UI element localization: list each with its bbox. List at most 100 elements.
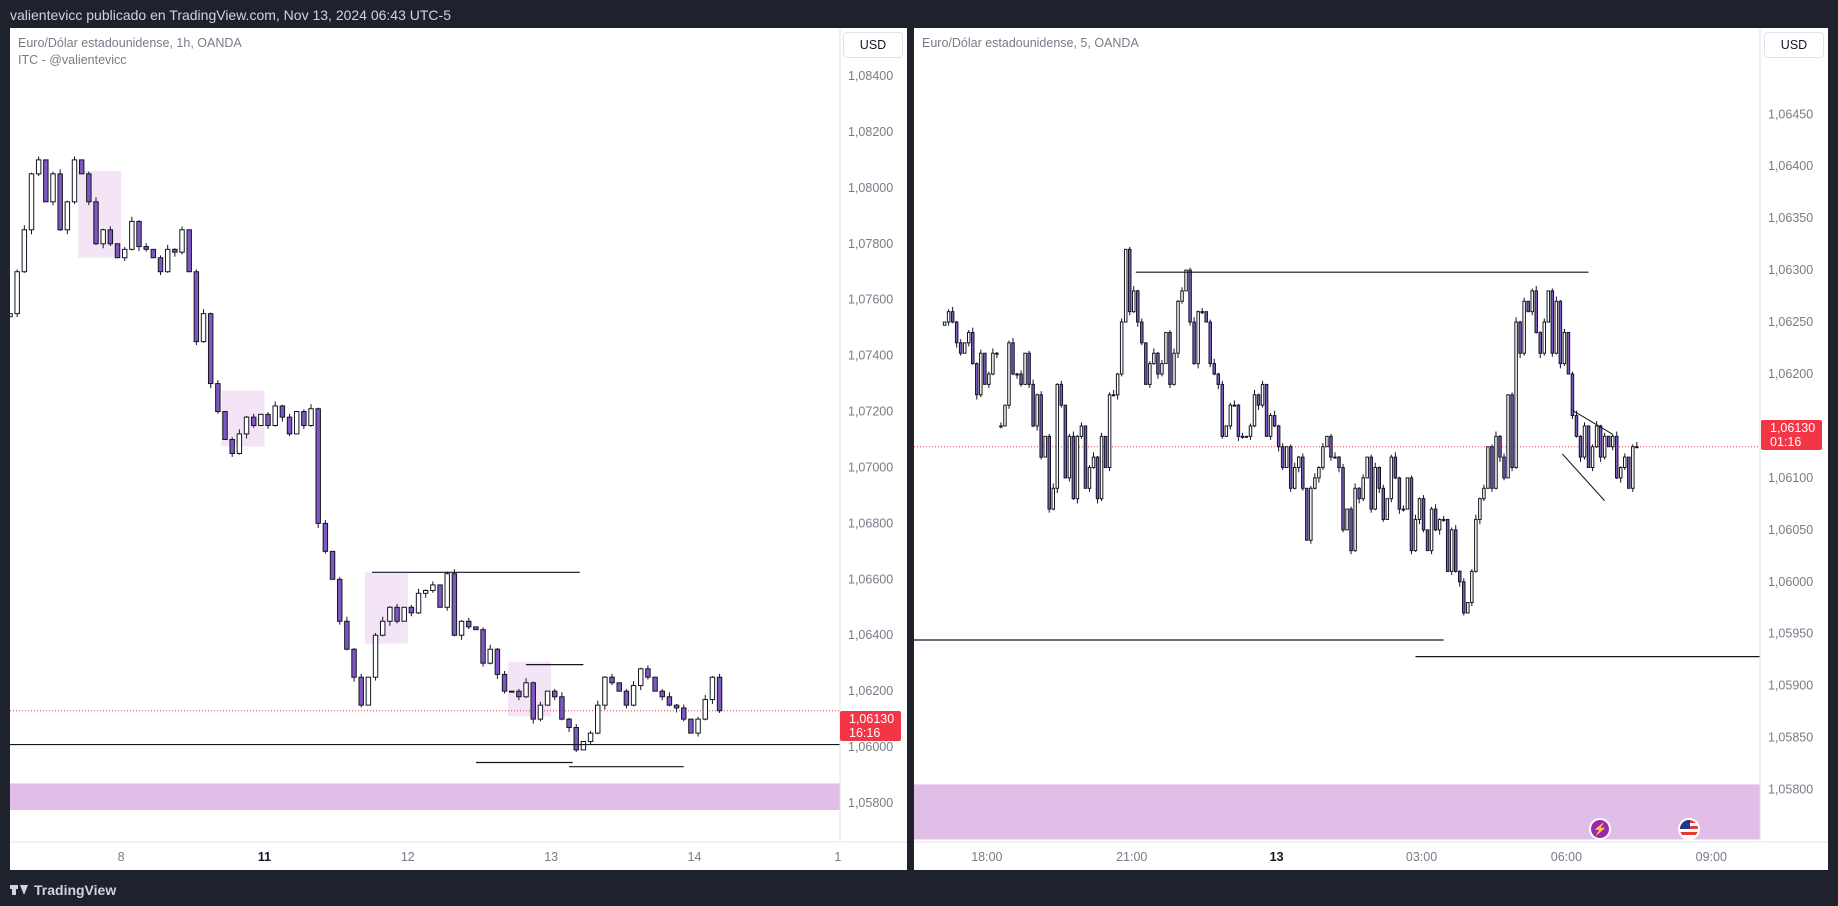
chart-1h-candle-body-61 — [444, 573, 450, 608]
chart-1h-y-tick-3: 1,06400 — [848, 628, 893, 642]
chart-5m-candle-body-89 — [1301, 456, 1305, 489]
chart-1h-candle-body-64 — [466, 620, 472, 628]
lightning-icon[interactable]: ⚡ — [1589, 818, 1611, 840]
chart-1h-candle-body-15 — [114, 243, 121, 259]
us-flag-icon[interactable] — [1678, 818, 1700, 840]
chart-5m-candle-body-171 — [1631, 446, 1635, 489]
tradingview-logo[interactable]: TradingView — [10, 882, 116, 898]
chart-5m-y-tick-6: 1,06100 — [1768, 471, 1813, 485]
chart-5m-candle-body-85 — [1284, 446, 1289, 469]
chart-5m-candle-body-35 — [1083, 425, 1088, 489]
chart-1h-x-tick-5: 1 — [834, 850, 841, 864]
chart-1h-candle-body-69 — [501, 673, 508, 692]
chart-1h-candle-body-26 — [193, 271, 200, 343]
chart-5m-candle-body-133 — [1478, 498, 1482, 520]
chart-1h-candle-body-40 — [293, 411, 300, 435]
chart-5m-candle-body-164 — [1602, 435, 1607, 458]
chart-1h-candle-body-8 — [64, 201, 71, 231]
chart-5m-candle-body-110 — [1385, 498, 1390, 520]
chart-1h-candle-body-7 — [57, 173, 63, 231]
chart-5m-candle-body-48 — [1136, 290, 1140, 323]
currency-button-1h[interactable]: USD — [843, 32, 903, 58]
chart-5m-candle-body-44 — [1119, 321, 1124, 375]
chart-5m-candle-body-108 — [1377, 467, 1382, 489]
chart-5m-x-tick-1: 21:00 — [1116, 850, 1147, 864]
chart-1h-y-tick-9: 1,07600 — [848, 293, 893, 307]
currency-button-5m[interactable]: USD — [1764, 32, 1824, 58]
chart-5m-candle-body-136 — [1490, 446, 1494, 489]
chart-panel-5m[interactable]: 1,05800 1,05850 1,05900 1,05950 1,06000 1,060… — [914, 28, 1828, 870]
chart-1h-candle-body-43 — [315, 408, 321, 524]
chart-1h-candle-body-21 — [157, 257, 164, 273]
chart-5m-candle-body-127 — [1453, 529, 1458, 572]
publish-header: valientevicc publicado en TradingView.co… — [0, 0, 1838, 28]
chart-5m-volume-band — [914, 784, 1760, 840]
chart-5m-candle-body-2 — [950, 311, 955, 323]
chart-5m-candle-body-66 — [1208, 321, 1212, 365]
chart-1h-y-tick-6: 1,07000 — [848, 460, 893, 474]
chart-5m-candle-body-134 — [1482, 487, 1486, 500]
chart-1h-y-tick-4: 1,06600 — [848, 572, 893, 586]
chart-5m-candle-body-126 — [1449, 529, 1454, 572]
chart-1h-candle-body-37 — [272, 405, 278, 427]
chart-5m-candle-body-30 — [1063, 404, 1068, 479]
chart-5m-candle-body-100 — [1345, 508, 1349, 531]
chart-1h-candle-body-72 — [523, 682, 529, 698]
chart-5m-candle-body-70 — [1224, 425, 1229, 437]
chart-panel-1h[interactable]: 1,05800 1,06000 1,06200 1,06400 1,06600 1,068… — [10, 28, 907, 870]
chart-1h-zone-3 — [508, 661, 552, 717]
chart-5m-y-tick-1: 1,05850 — [1768, 731, 1813, 745]
chart-5m-candle-body-6 — [966, 331, 971, 344]
chart-5m-candle-body-57 — [1172, 352, 1176, 385]
chart-5m-y-tick-3: 1,05950 — [1768, 627, 1813, 641]
chart-5m-candle-body-145 — [1526, 300, 1530, 313]
chart-1h-candle-body-53 — [387, 606, 393, 622]
chart-5m-candle-body-106 — [1369, 456, 1373, 510]
chart-5m-candle-body-151 — [1550, 290, 1555, 354]
chart-5m-y-tick-10: 1,06300 — [1768, 263, 1813, 277]
chart-5m-candle-body-49 — [1140, 321, 1144, 344]
chart-5m-x-tick-2: 13 — [1270, 850, 1284, 864]
chart-1h-candle-body-48 — [351, 648, 357, 678]
chart-5m-candle-body-23 — [1035, 394, 1039, 427]
chart-5m-candle-body-160 — [1586, 425, 1591, 469]
countdown-5m: 01:16 — [1770, 435, 1802, 449]
chart-1h-candle-body-57 — [415, 592, 422, 614]
chart-5m-candle-body-109 — [1381, 487, 1386, 520]
footer-brand: TradingView — [34, 882, 117, 898]
chart-5m-candle-body-73 — [1236, 404, 1241, 437]
chart-5m-candle-body-60 — [1184, 269, 1188, 292]
chart-5m-candle-body-29 — [1059, 383, 1064, 406]
chart-5m-candle-body-10 — [983, 352, 987, 385]
chart-5m-candle-body-119 — [1421, 498, 1426, 531]
chart-5m-candle-body-28 — [1055, 383, 1060, 489]
chart-5m-candle-body-4 — [958, 342, 963, 354]
chart-5m-x-tick-4: 06:00 — [1551, 850, 1582, 864]
chart-1h-canvas[interactable]: 1,05800 1,06000 1,06200 1,06400 1,06600 1,068… — [10, 28, 907, 870]
chart-5m-y-tick-12: 1,06400 — [1768, 159, 1813, 173]
chart-1h-candle-body-63 — [458, 620, 465, 636]
chart-1h-candle-body-54 — [394, 606, 400, 622]
chart-1h-candle-body-78 — [566, 718, 572, 729]
chart-5m-candle-body-7 — [971, 331, 975, 365]
chart-5m-candle-body-43 — [1115, 373, 1120, 396]
chart-5m-candle-body-172 — [1635, 446, 1639, 449]
chart-5m-candle-body-105 — [1365, 456, 1369, 479]
chart-1h-candle-body-51 — [372, 634, 379, 678]
chart-1h-candle-body-70 — [509, 690, 515, 693]
chart-1h-candle-body-75 — [544, 690, 551, 706]
chart-5m-candle-body-99 — [1341, 467, 1345, 531]
chart-5m-y-tick-4: 1,06000 — [1768, 575, 1813, 589]
chart-1h-candle-body-94 — [681, 707, 687, 720]
chart-5m-candle-body-97 — [1333, 456, 1337, 459]
chart-1h-candle-body-80 — [580, 741, 587, 751]
chart-1h-candle-body-96 — [695, 718, 701, 734]
chart-5m-canvas[interactable]: 1,05800 1,05850 1,05900 1,05950 1,06000 1,060… — [914, 28, 1828, 870]
chart-5m-candle-body-118 — [1417, 498, 1422, 520]
chart-1h-candle-body-13 — [100, 229, 106, 245]
chart-5m-candle-body-39 — [1099, 435, 1104, 500]
chart-5m-candle-body-47 — [1132, 290, 1136, 313]
chart-5m-candle-body-54 — [1160, 363, 1164, 375]
chart-1h-candle-body-11 — [86, 173, 92, 203]
chart-1h-x-tick-4: 14 — [688, 850, 702, 864]
